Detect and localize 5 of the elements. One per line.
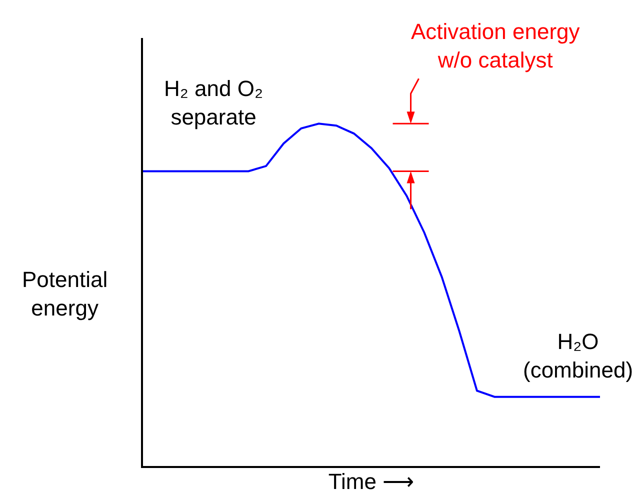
annotation: H₂O (combined) (523, 329, 634, 383)
annotation: H₂ and O₂ separate (164, 76, 264, 130)
x-axis-title: Time ⟶ (328, 468, 415, 494)
text: Activation energy w/o catalyst (411, 19, 580, 73)
y-axis-title: Potential energy (22, 267, 108, 321)
